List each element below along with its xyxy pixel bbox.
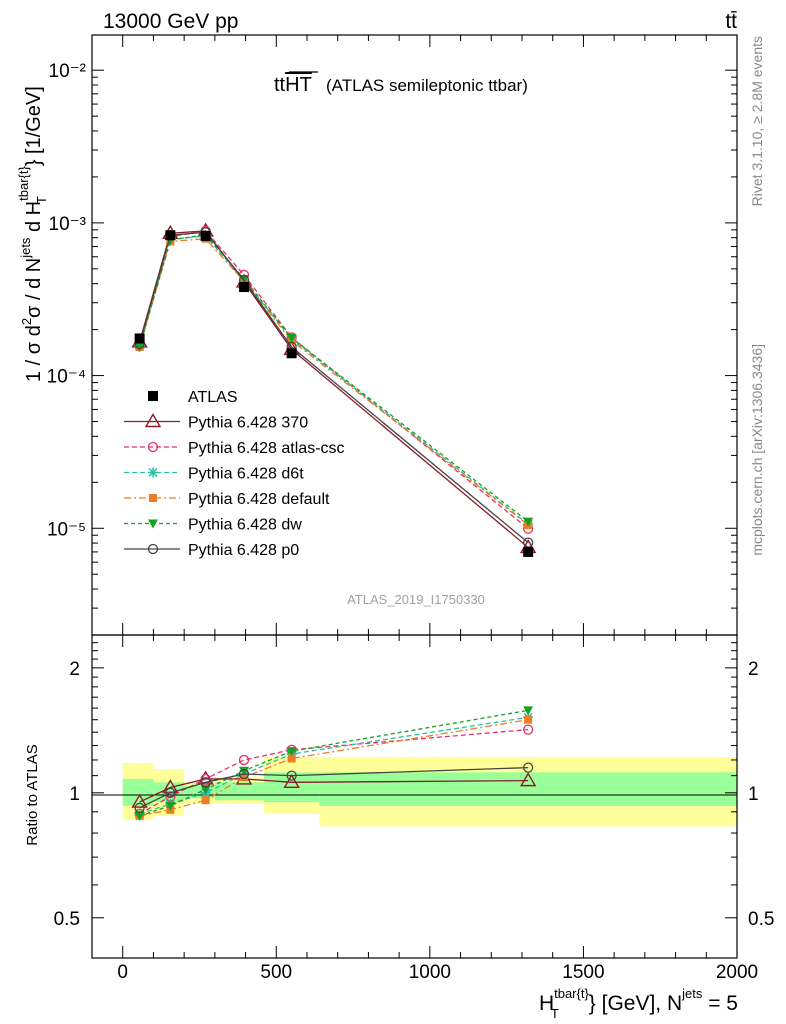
ratio-point-4 [165, 801, 176, 811]
header-energy-label: 13000 GeV pp [103, 10, 238, 33]
band-stat [122, 778, 154, 806]
ratio-point-5 [200, 777, 211, 788]
x-tick-label: 2000 [716, 962, 758, 983]
ratio-point-4 [239, 766, 250, 776]
ratio-point-0 [519, 772, 537, 787]
y-tick-label-ratio-left: 0.5 [54, 909, 80, 930]
reference-point [239, 282, 250, 293]
ratio-plot-frame [91, 634, 738, 959]
ratio-point-3 [240, 773, 249, 782]
legend-label-2: Pythia 6.428 d6t [188, 466, 304, 483]
legend-label-1: Pythia 6.428 atlas-csc [188, 440, 345, 457]
legend-label-5: Pythia 6.428 p0 [188, 542, 299, 559]
ratio-point-0 [131, 793, 148, 808]
y-tick-label-ratio-right: 0.5 [748, 909, 774, 930]
band-stat [214, 782, 264, 801]
y-tick-label-main: 10⁻⁵ [47, 519, 86, 540]
main-point-4 [286, 333, 297, 343]
header-process-label: tt̄ [725, 10, 737, 33]
y-tick-label-ratio-left: 2 [69, 659, 80, 680]
svg-text:Htbar{t}T} [GeV], Njets = 5: Htbar{t} T} [GeV], Njets = 5 [539, 986, 738, 1021]
ratio-point-5 [238, 768, 250, 780]
x-axis-label: Htbar{t} T} [GeV], Njets = 5 [539, 986, 738, 1021]
legend-label-3: Pythia 6.428 default [188, 491, 330, 508]
ratio-point-5 [522, 762, 534, 773]
plot-title-main: ttHT [274, 74, 312, 96]
mcplots-label: mcplots.cern.ch [arXiv:1306.3436] [749, 344, 765, 556]
ratio-point-1 [238, 754, 250, 766]
plot-title: ttHT (ATLAS semileptonic ttbar) [274, 71, 528, 96]
svg-text:1 / σ d2σ / d Njets d Htbar{t}: 1 / σ d2σ / d Njets d Htbar{t} T} [1/GeV] [16, 86, 49, 382]
x-tick-label: 1500 [562, 962, 604, 983]
ratio-point-5 [286, 770, 297, 781]
legend-marker-4 [148, 519, 158, 529]
ratio-point-3 [524, 715, 533, 724]
ratio-point-4 [286, 747, 297, 757]
plot-title-sub: (ATLAS semileptonic ttbar) [326, 76, 528, 95]
legend-marker-1 [147, 441, 159, 453]
ratio-uncertainty-bands [122, 756, 737, 827]
y-tick-label-ratio-right: 1 [748, 784, 759, 805]
ratio-point-0 [283, 773, 300, 789]
reference-point [286, 348, 297, 359]
legend-marker-2 [148, 467, 158, 478]
x-tick-label: 0 [117, 962, 128, 983]
y-tick-label-ratio-right: 2 [748, 659, 759, 680]
ratio-point-4 [134, 811, 145, 821]
y-tick-label-ratio-left: 1 [69, 784, 80, 805]
ratio-line-4 [139, 709, 529, 817]
reference-point [200, 231, 211, 242]
legend-marker-ref [148, 391, 158, 401]
x-tick-label: 500 [260, 962, 292, 983]
main-line-5 [138, 231, 529, 544]
ratio-point-5 [134, 802, 145, 814]
ratio-point-3 [201, 796, 210, 805]
analysis-label: ATLAS_2019_I1750330 [347, 592, 485, 607]
x-tick-label: 1000 [409, 962, 451, 983]
reference-point [134, 333, 145, 344]
main-line-1 [138, 230, 529, 530]
reference-points [134, 230, 534, 557]
legend-label-0: Pythia 6.428 370 [188, 415, 308, 432]
ratio-line-3 [139, 719, 529, 817]
reference-point [165, 230, 176, 241]
main-point-4 [523, 517, 534, 527]
y-tick-label-main: 10⁻³ [49, 214, 87, 235]
ratio-line-5 [139, 766, 529, 809]
ratio-series [131, 706, 537, 821]
axes: 0 500 1000 1500 2000 10⁻² 10⁻³ 10⁻⁴ 10⁻⁵ 0.5 0.5 1 1… [47, 35, 774, 983]
legend-marker-0 [144, 413, 162, 428]
ratio-point-5 [165, 787, 176, 798]
y-tick-label-main: 10⁻² [49, 61, 87, 82]
main-point-4 [134, 342, 145, 352]
legend-marker-3 [149, 494, 157, 502]
ratio-point-1 [522, 724, 534, 735]
reference-point [523, 546, 534, 557]
y-axis-label-main: 1 / σ d2σ / d Njets d Htbar{t} T} [1/GeV] [16, 86, 49, 382]
rivet-version-label: Rivet 3.1.10, ≥ 2.8M events [749, 36, 765, 206]
ratio-point-4 [200, 785, 211, 795]
legend-label-4: Pythia 6.428 dw [188, 517, 302, 534]
ratio-line-2 [139, 716, 529, 815]
ratio-point-4 [523, 706, 534, 716]
y-axis-label-ratio: Ratio to ATLAS [24, 744, 41, 845]
legend-marker-5 [147, 543, 159, 555]
ratio-line-1 [139, 728, 529, 815]
band-stat [319, 772, 737, 806]
y-tick-label-main: 10⁻⁴ [47, 367, 86, 388]
ratio-point-3 [287, 754, 296, 763]
legend-label-ref: ATLAS [188, 389, 238, 406]
ratio-point-1 [200, 773, 211, 785]
legend: ATLAS Pythia 6.428 370 Pythia 6.428 atlas-… [124, 389, 345, 559]
